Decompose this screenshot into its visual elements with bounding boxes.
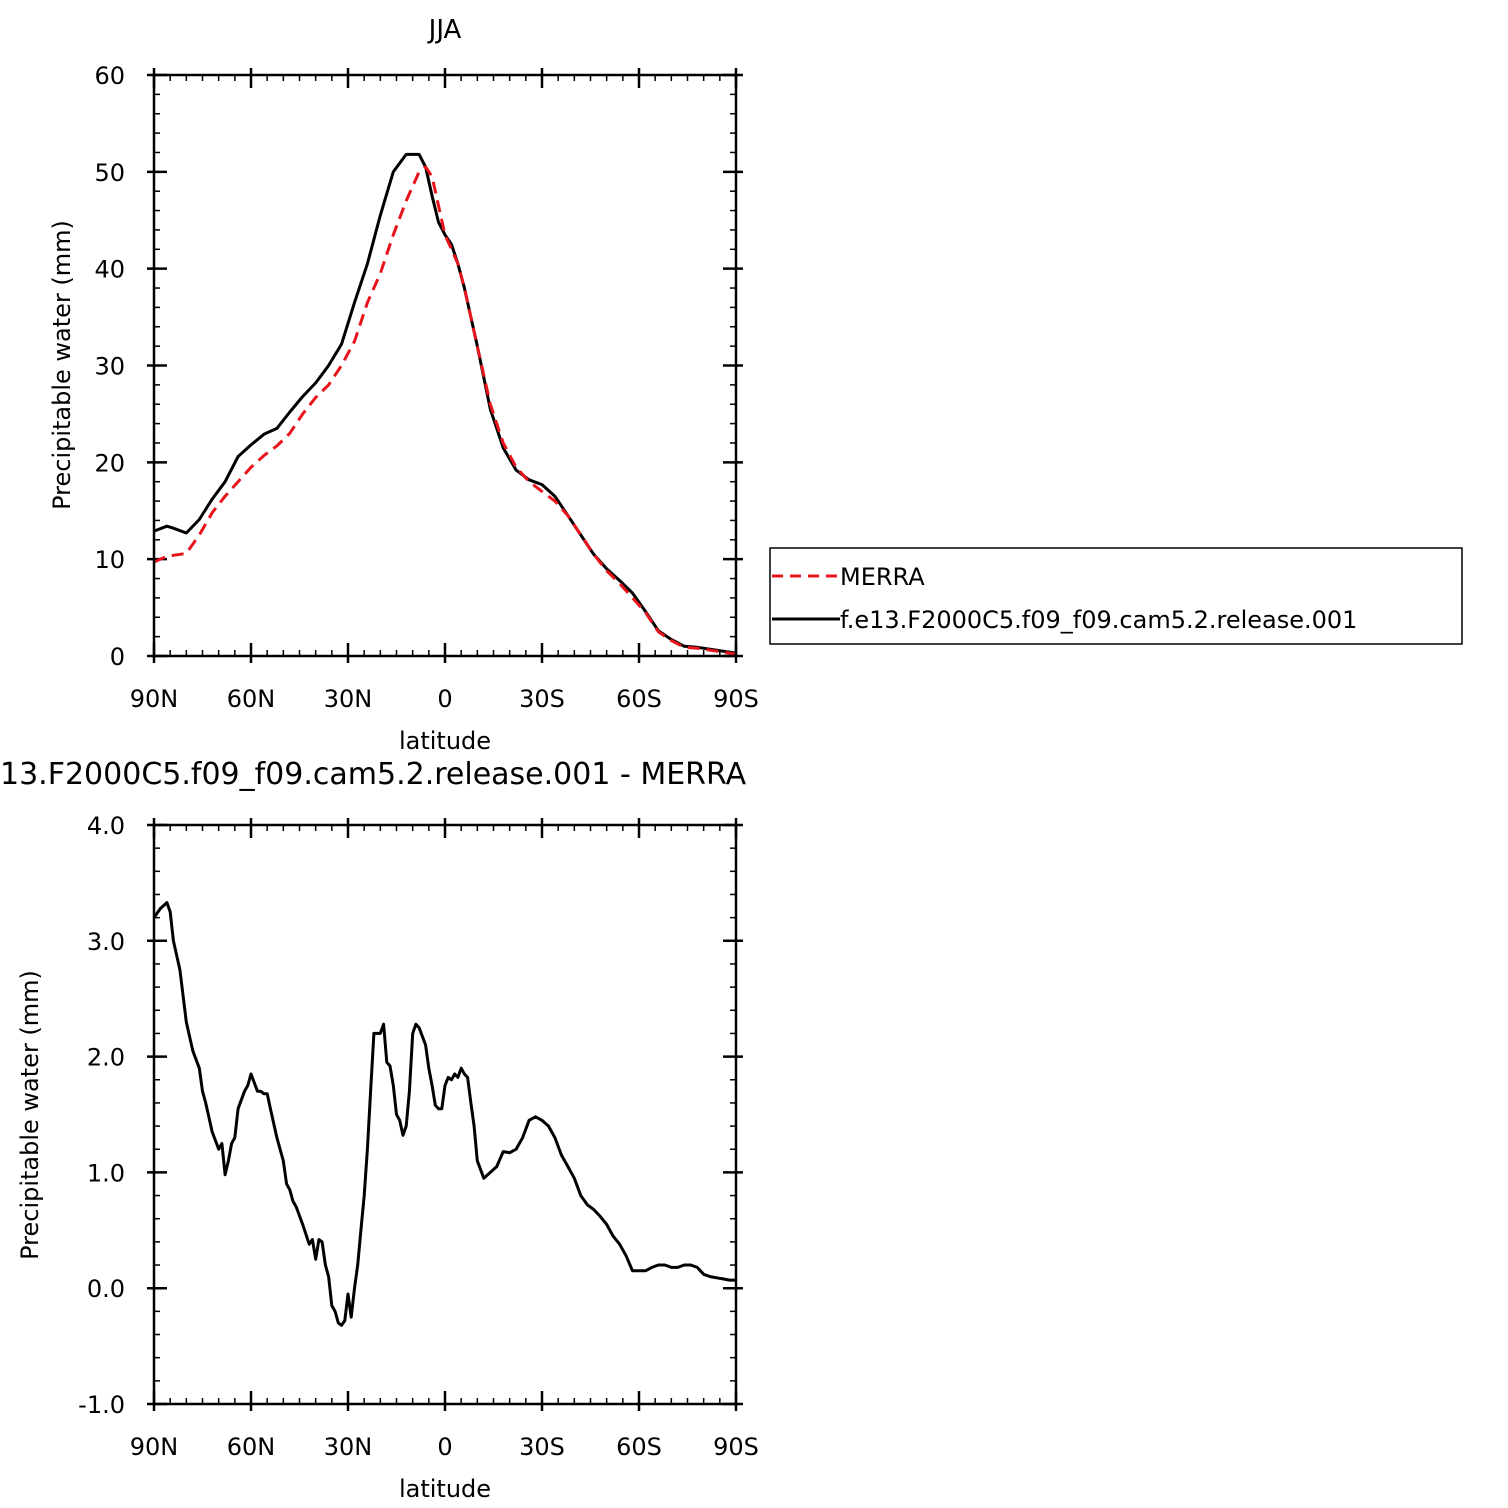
chart-title-bottom: 13.F2000C5.f09_f09.cam5.2.release.001 - … [0, 757, 747, 792]
x-tick-label-top: 60S [616, 685, 662, 713]
y-tick-label-top: 20 [94, 449, 125, 477]
y-tick-label-top: 50 [94, 159, 125, 187]
y-tick-label-bottom: 4.0 [87, 812, 125, 840]
panel-bottom: 90N 60N 30N 0 30S 60S 90S -1.0 0.0 1.0 2.0 3.0 4.0 1… [0, 757, 759, 1503]
y-tick-label-bottom: -1.0 [78, 1391, 125, 1419]
plot-frame-bottom [152, 823, 738, 1406]
y-tick-label-bottom: 3.0 [87, 928, 125, 956]
y-tick-label-top: 40 [94, 256, 125, 284]
y-tick-label-top: 30 [94, 353, 125, 381]
plot-frame-top [152, 73, 738, 658]
y-tick-label-top: 10 [94, 546, 125, 574]
x-tick-label-bottom: 30N [324, 1433, 373, 1461]
y-tick-label-top: 0 [110, 643, 125, 671]
y-tick-label-bottom: 2.0 [87, 1044, 125, 1072]
x-tick-label-bottom: 90S [713, 1433, 759, 1461]
series-line-top-1 [153, 152, 737, 655]
x-tick-label-top: 0 [437, 685, 452, 713]
legend: MERRA f.e13.F2000C5.f09_f09.cam5.2.relea… [769, 547, 1463, 645]
y-axis-label-bottom: Precipitable water (mm) [16, 970, 44, 1260]
x-tick-label-top: 90S [713, 685, 759, 713]
x-tick-label-bottom: 0 [437, 1433, 452, 1461]
y-tick-label-bottom: 1.0 [87, 1159, 125, 1187]
x-tick-label-top: 30S [519, 685, 565, 713]
x-axis-label-bottom: latitude [399, 1475, 491, 1503]
y-axis-label-top: Precipitable water (mm) [48, 220, 76, 510]
legend-label-merra: MERRA [840, 563, 925, 591]
x-axis-label-top: latitude [399, 727, 491, 755]
series-line-bottom-0 [152, 901, 736, 1327]
x-tick-label-top: 30N [324, 685, 373, 713]
x-tick-label-bottom: 60N [227, 1433, 276, 1461]
y-tick-label-bottom: 0.0 [87, 1275, 125, 1303]
chart-title-top: JJA [427, 15, 462, 45]
x-tick-label-top: 60N [227, 685, 276, 713]
x-tick-label-bottom: 90N [130, 1433, 179, 1461]
x-tick-label-bottom: 30S [519, 1433, 565, 1461]
panel-top: 90N 60N 30N 0 30S 60S 90S 0 10 20 30 40 50 60 JJA lat… [48, 15, 759, 755]
x-tick-label-bottom: 60S [616, 1433, 662, 1461]
y-tick-label-top: 60 [94, 62, 125, 90]
legend-box [769, 547, 1463, 645]
series-line-top-0 [153, 165, 737, 656]
x-tick-label-top: 90N [130, 685, 179, 713]
legend-label-model: f.e13.F2000C5.f09_f09.cam5.2.release.001 [840, 606, 1357, 634]
